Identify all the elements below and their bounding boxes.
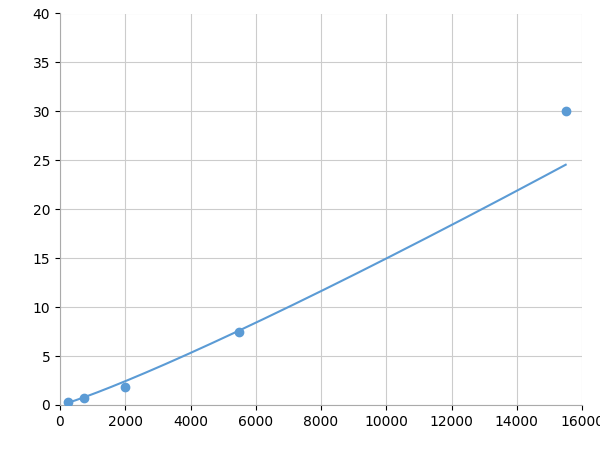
Point <box>80 395 89 402</box>
Point <box>121 384 130 391</box>
Point <box>64 398 73 405</box>
Point <box>561 108 571 115</box>
Point <box>235 328 244 335</box>
